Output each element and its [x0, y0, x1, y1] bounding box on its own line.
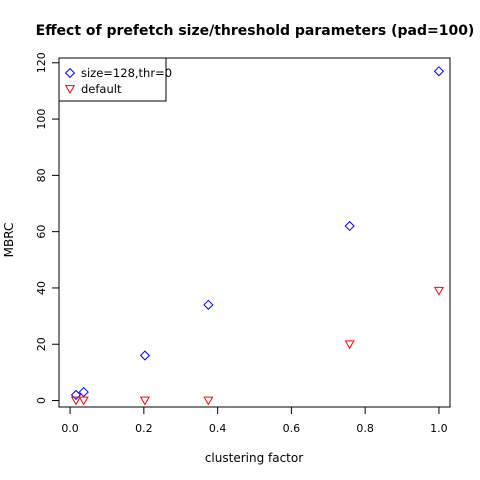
- x-tick-label: 0.6: [283, 422, 301, 435]
- x-tick-label: 0.8: [356, 422, 374, 435]
- triangle-point: [70, 396, 82, 406]
- x-tick-label: 0.4: [209, 422, 227, 435]
- legend-box: [58, 57, 167, 102]
- y-tick-label: 100: [35, 109, 48, 130]
- y-tick-label: 20: [35, 337, 48, 351]
- legend-label: default: [81, 82, 122, 96]
- triangle-point: [433, 286, 444, 296]
- diamond-point: [433, 66, 445, 77]
- x-axis: 0.0 0.2 0.4 0.6 0.8 1.0: [61, 406, 448, 435]
- x-tick-label: 0.2: [135, 422, 153, 435]
- diamond-point: [344, 220, 355, 232]
- y-tick-label: 40: [35, 281, 48, 295]
- y-tick-label: 0: [35, 397, 48, 404]
- triangle-point: [203, 396, 214, 406]
- legend-triangle-icon: [64, 85, 76, 94]
- diamond-point: [78, 386, 89, 398]
- legend-diamond-icon: [64, 67, 76, 79]
- y-axis-label: MBRC: [2, 223, 16, 258]
- y-tick-label: 120: [35, 52, 48, 73]
- x-axis-label: clustering factor: [205, 451, 303, 465]
- x-tick-label: 1.0: [430, 422, 448, 435]
- legend-label: size=128,thr=0: [81, 66, 172, 80]
- diamond-point: [139, 350, 151, 361]
- y-axis: 0 20 40 60 80 100 120: [35, 52, 60, 404]
- triangle-point: [78, 396, 89, 406]
- plot-frame: [58, 57, 451, 408]
- chart-title: Effect of prefetch size/threshold parame…: [36, 23, 475, 39]
- data-points: [70, 66, 445, 406]
- diamond-point: [70, 389, 82, 401]
- y-tick-label: 60: [35, 225, 48, 239]
- y-tick-label: 80: [35, 168, 48, 182]
- triangle-point: [344, 340, 355, 350]
- triangle-point: [139, 396, 151, 406]
- diamond-point: [203, 299, 214, 310]
- x-tick-label: 0.0: [61, 422, 79, 435]
- legend-items: size=128,thr=0 default: [64, 66, 172, 96]
- legend: size=128,thr=0 default: [58, 57, 172, 102]
